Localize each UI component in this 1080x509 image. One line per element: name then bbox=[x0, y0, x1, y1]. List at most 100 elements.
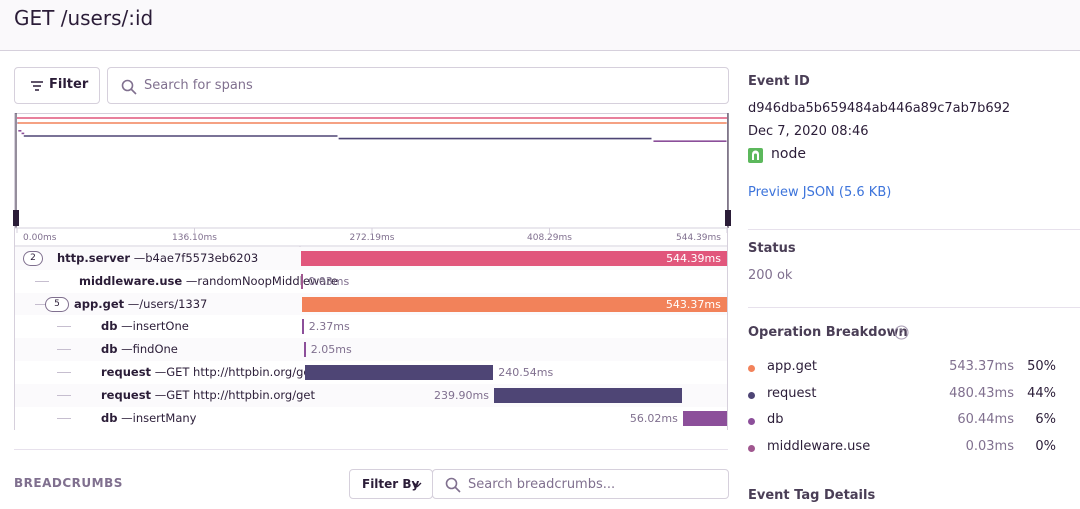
span-row[interactable]: dbinsertMany bbox=[15, 406, 727, 430]
timeline-tick-label: 136.10ms bbox=[172, 233, 217, 243]
preview-link[interactable]: Preview JSON (5.6 KB) bbox=[748, 185, 892, 200]
header: GET /users/:id bbox=[0, 0, 1080, 51]
child-count[interactable]: 2 bbox=[23, 251, 43, 266]
tree-connector bbox=[57, 349, 71, 351]
breakdown-percent: 0% bbox=[1035, 438, 1056, 454]
divider bbox=[748, 307, 1080, 308]
span-op: db bbox=[101, 342, 133, 356]
span-description: b4ae7f5573eb6203 bbox=[145, 251, 259, 265]
search-placeholder: Search breadcrumbs... bbox=[468, 477, 616, 492]
breakdown-duration: 60.44ms bbox=[957, 412, 1014, 427]
span-bar bbox=[682, 410, 727, 426]
span-label: middleware.userandomNoopMiddleware bbox=[79, 274, 338, 288]
platform: node bbox=[771, 146, 806, 162]
span-bar bbox=[493, 387, 682, 403]
span-label: requestGET http://httpbin.org/get bbox=[101, 365, 315, 379]
span-label: requestGET http://httpbin.org/get bbox=[101, 388, 315, 402]
span-duration: 56.02ms bbox=[629, 411, 678, 425]
event-date: Dec 7, 2020 08:46 bbox=[748, 124, 869, 139]
span-label: dbinsertMany bbox=[101, 411, 196, 425]
breakdown-percent: 44% bbox=[1027, 385, 1056, 401]
breakdown-percent: 50% bbox=[1027, 359, 1056, 374]
span-op: http.server bbox=[57, 251, 145, 265]
span-duration: 543.37ms bbox=[665, 297, 721, 311]
breakdown-name: app.get bbox=[767, 359, 817, 374]
span-label: dbinsertOne bbox=[101, 319, 189, 333]
chevron bbox=[413, 482, 422, 488]
span-bar bbox=[301, 251, 727, 266]
event-id: d946dba5b659484ab446a89c7ab7b692 bbox=[748, 101, 1011, 116]
divider bbox=[748, 229, 1080, 230]
span-op: request bbox=[101, 388, 166, 402]
event-id-label: Event ID bbox=[748, 74, 810, 89]
span-label: dbfindOne bbox=[101, 342, 178, 356]
divider bbox=[14, 449, 728, 450]
search-icon bbox=[445, 477, 461, 493]
timeline-tick-label: 0.00ms bbox=[23, 233, 57, 243]
span-duration: 2.05ms bbox=[310, 343, 352, 357]
child-count-text: 2 bbox=[30, 253, 36, 263]
breakdown-name: db bbox=[767, 412, 784, 427]
breakdown-duration: 480.43ms bbox=[949, 385, 1014, 401]
breadcrumb-search[interactable]: Search breadcrumbs... bbox=[432, 469, 729, 499]
breakdown-name: middleware.use bbox=[767, 438, 871, 454]
span-description: GET http://httpbin.org/get bbox=[166, 365, 315, 379]
breakdown-duration: 0.03ms bbox=[965, 438, 1014, 454]
span-op: db bbox=[101, 319, 133, 333]
span-bar bbox=[305, 365, 494, 380]
breadcrumbs-title: BREADCRUMBS bbox=[14, 476, 123, 490]
page-title: GET /users/:id bbox=[14, 6, 154, 30]
span-row[interactable]: dbfindOne bbox=[15, 338, 727, 362]
span-duration: 240.54ms bbox=[498, 366, 554, 379]
child-count-text: 5 bbox=[54, 298, 60, 309]
span-duration: 0.03ms bbox=[308, 274, 350, 288]
timeline-tick-label: 544.39ms bbox=[676, 233, 721, 243]
span-label: http.serverb4ae7f5573eb6203 bbox=[57, 251, 258, 265]
breakdown-name: request bbox=[767, 385, 817, 401]
span-op: app.get bbox=[74, 297, 139, 311]
tree-connector bbox=[35, 303, 49, 305]
span-bar bbox=[303, 342, 306, 358]
span-label: app.get/users/1337 bbox=[74, 297, 207, 311]
timeline-tick-label: 272.19ms bbox=[350, 233, 395, 243]
span-duration: 2.37ms bbox=[308, 320, 350, 334]
tree-connector bbox=[57, 417, 71, 419]
breakdown-duration: 543.37ms bbox=[949, 359, 1014, 374]
span-bar bbox=[301, 296, 727, 312]
child-count[interactable]: 5 bbox=[45, 296, 69, 312]
search-placeholder: Search for spans bbox=[144, 78, 253, 93]
timeline-tick-label: 408.29ms bbox=[527, 233, 572, 243]
span-op: request bbox=[101, 365, 166, 379]
span-op: middleware.use bbox=[79, 274, 197, 288]
filter-icon bbox=[31, 81, 43, 91]
span-op: db bbox=[101, 411, 133, 425]
span-description: insertOne bbox=[132, 319, 189, 334]
breakdown-percent: 6% bbox=[1035, 412, 1056, 427]
span-search[interactable]: Search for spans bbox=[107, 67, 729, 104]
span-description: findOne bbox=[132, 342, 178, 357]
filter-label: Filter bbox=[49, 77, 89, 92]
help-icon[interactable]: ? bbox=[894, 325, 909, 340]
span-description: /users/1337 bbox=[139, 296, 208, 311]
span-duration: 544.39ms bbox=[666, 252, 721, 265]
legend-dot bbox=[748, 391, 755, 399]
filter-by-label: Filter By bbox=[362, 477, 420, 491]
status: 200 ok bbox=[748, 268, 793, 283]
filter-button[interactable]: Filter bbox=[14, 67, 100, 104]
tags-label: Event Tag Details bbox=[748, 488, 876, 503]
span-description: insertMany bbox=[132, 410, 197, 425]
tree-connector bbox=[35, 280, 49, 282]
legend-dot bbox=[748, 418, 755, 425]
tree-connector bbox=[57, 394, 71, 396]
span-row[interactable]: middleware.userandomNoopMiddleware bbox=[15, 269, 727, 293]
breakdown-label: Operation Breakdown bbox=[748, 325, 908, 340]
svg-text:?: ? bbox=[899, 329, 904, 339]
tree-connector bbox=[57, 372, 71, 373]
breadcrumb-filter[interactable]: Filter By bbox=[349, 469, 433, 499]
legend-dot bbox=[748, 444, 755, 452]
platform-icon bbox=[748, 148, 763, 163]
span-row[interactable]: dbinsertOne bbox=[15, 315, 727, 339]
span-bar bbox=[301, 273, 304, 289]
legend-dot bbox=[748, 365, 755, 372]
